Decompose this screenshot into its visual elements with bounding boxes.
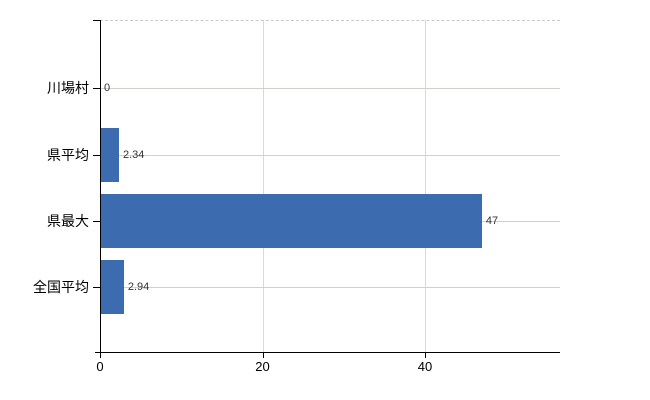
x-axis-tick-label: 40	[417, 359, 433, 374]
category-label: 川場村	[47, 80, 89, 96]
x-gridline	[262, 20, 264, 352]
category-grid-line	[100, 287, 560, 288]
x-axis-tick-label: 0	[96, 359, 104, 374]
bar-value-label: 2.34	[123, 149, 145, 161]
bar-value-label: 2.94	[127, 281, 150, 293]
y-category-tick	[93, 88, 100, 89]
y-axis-line	[100, 20, 101, 352]
y-category-tick	[93, 155, 100, 156]
bar	[100, 194, 482, 248]
x-axis-line	[95, 352, 560, 353]
x-axis-tick	[262, 352, 264, 358]
category-label: 全国平均	[33, 279, 89, 295]
category-label: 県最大	[47, 213, 89, 229]
x-gridline	[425, 20, 426, 352]
bar-value-label: 0	[104, 82, 111, 94]
plot-top-dashed-border	[100, 20, 560, 21]
category-label: 県平均	[47, 147, 89, 163]
bar	[100, 260, 124, 314]
y-axis-end-tick	[93, 20, 100, 21]
plot-area: 0 2.34 47 2.94	[100, 20, 560, 352]
y-category-tick	[93, 287, 100, 288]
bar-value-label: 47	[485, 215, 499, 227]
y-category-tick	[93, 221, 100, 222]
x-axis-tick	[100, 352, 101, 358]
category-grid-line	[100, 88, 560, 89]
x-axis-tick-label: 20	[255, 359, 270, 374]
x-axis-tick	[425, 352, 426, 358]
bar	[100, 128, 119, 182]
category-grid-line	[100, 155, 560, 156]
